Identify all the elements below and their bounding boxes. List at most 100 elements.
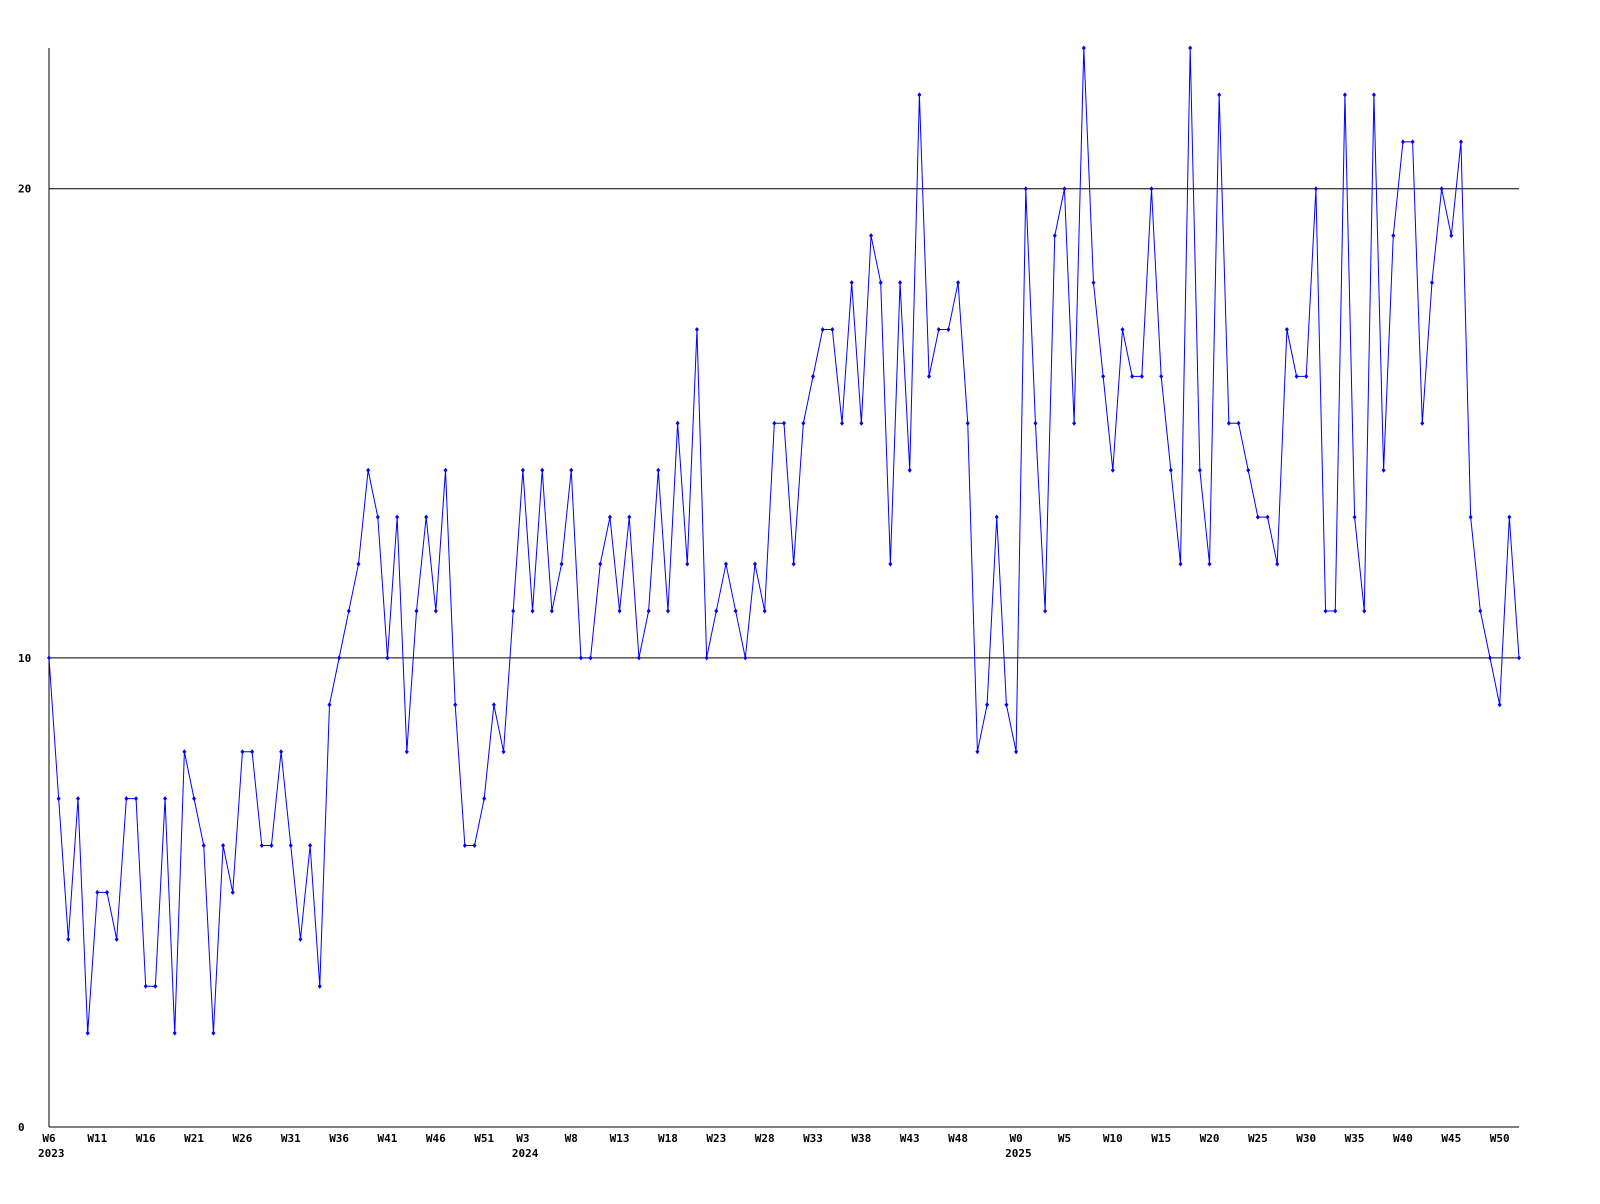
data-point: [240, 749, 245, 755]
data-point: [791, 561, 796, 567]
x-tick-label: W13: [610, 1132, 630, 1145]
data-point: [1487, 655, 1492, 661]
x-tick-label: W41: [378, 1132, 398, 1145]
data-point: [975, 749, 980, 755]
data-point: [1120, 326, 1125, 332]
data-point: [288, 843, 293, 849]
data-point: [936, 326, 941, 332]
data-point: [114, 936, 119, 942]
data-point: [1004, 702, 1009, 708]
data-point: [830, 326, 835, 332]
data-point: [308, 843, 313, 849]
data-point: [346, 608, 351, 614]
data-point: [772, 420, 777, 426]
x-tick-label: W38: [851, 1132, 871, 1145]
data-point: [1497, 702, 1502, 708]
data-point: [337, 655, 342, 661]
data-point: [1197, 467, 1202, 473]
x-tick-label: W48: [948, 1132, 968, 1145]
data-point: [1458, 139, 1463, 145]
data-point: [811, 373, 816, 379]
data-point: [1333, 608, 1338, 614]
data-point: [1072, 420, 1077, 426]
data-point: [105, 889, 110, 895]
data-point: [888, 561, 893, 567]
data-point: [491, 702, 496, 708]
data-point: [124, 796, 129, 802]
x-tick-label: W51: [474, 1132, 494, 1145]
data-point: [520, 467, 525, 473]
x-tick-label: W23: [706, 1132, 726, 1145]
data-point: [211, 1030, 216, 1036]
data-point: [1217, 92, 1222, 98]
data-point: [1371, 92, 1376, 98]
data-point: [1323, 608, 1328, 614]
data-point: [1081, 45, 1086, 51]
data-point: [1130, 373, 1135, 379]
x-tick-label: W36: [329, 1132, 349, 1145]
data-point: [1188, 45, 1193, 51]
data-point: [627, 514, 632, 520]
data-point: [511, 608, 516, 614]
x-tick-label: W40: [1393, 1132, 1413, 1145]
data-point: [1052, 233, 1057, 239]
data-point: [927, 373, 932, 379]
data-point: [1517, 655, 1521, 661]
data-point: [840, 420, 845, 426]
y-tick-label: 0: [18, 1121, 25, 1134]
data-point: [878, 280, 883, 286]
data-point: [501, 749, 506, 755]
data-point: [1420, 420, 1425, 426]
data-point: [1091, 280, 1096, 286]
data-point: [559, 561, 564, 567]
data-point: [723, 561, 728, 567]
data-point: [743, 655, 748, 661]
data-point: [366, 467, 371, 473]
x-tick-label: W45: [1441, 1132, 1461, 1145]
data-point: [685, 561, 690, 567]
x-year-label: 2023: [38, 1147, 65, 1160]
y-tick-label: 10: [18, 652, 31, 665]
data-point: [540, 467, 545, 473]
data-point: [530, 608, 535, 614]
data-point: [994, 514, 999, 520]
data-point: [665, 608, 670, 614]
x-tick-label: W18: [658, 1132, 678, 1145]
data-point: [1468, 514, 1473, 520]
data-point: [1391, 233, 1396, 239]
data-point: [462, 843, 467, 849]
data-point: [250, 749, 255, 755]
data-point: [1101, 373, 1106, 379]
data-point: [153, 983, 158, 989]
data-point: [1246, 467, 1251, 473]
x-tick-label: W35: [1345, 1132, 1365, 1145]
data-point: [1023, 186, 1028, 192]
x-tick-label: W26: [232, 1132, 252, 1145]
data-point: [385, 655, 390, 661]
data-point: [1478, 608, 1483, 614]
data-point: [956, 280, 961, 286]
data-point: [1014, 749, 1019, 755]
data-point: [414, 608, 419, 614]
data-point: [56, 796, 61, 802]
data-point: [192, 796, 197, 802]
data-point: [453, 702, 458, 708]
data-point: [1043, 608, 1048, 614]
x-tick-label: W10: [1103, 1132, 1123, 1145]
data-point: [820, 326, 825, 332]
x-tick-label: W30: [1296, 1132, 1316, 1145]
data-point: [1110, 467, 1115, 473]
x-tick-label: W20: [1200, 1132, 1220, 1145]
data-point: [656, 467, 661, 473]
data-point: [859, 420, 864, 426]
data-point: [569, 467, 574, 473]
data-point: [47, 655, 51, 661]
data-point: [259, 843, 264, 849]
data-point: [1294, 373, 1299, 379]
data-point: [1304, 373, 1309, 379]
data-point: [801, 420, 806, 426]
x-tick-label: W8: [565, 1132, 578, 1145]
data-point: [1362, 608, 1367, 614]
data-point: [182, 749, 187, 755]
